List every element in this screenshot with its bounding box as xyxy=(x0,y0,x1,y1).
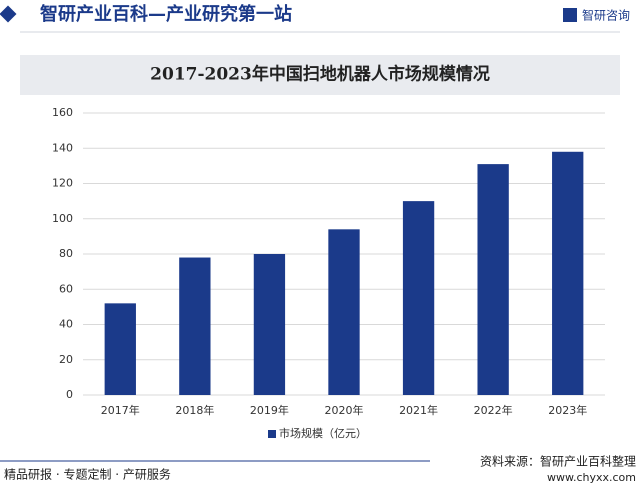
bar xyxy=(179,257,211,395)
bar xyxy=(253,254,286,395)
header-title: 智研产业百科—产业研究第一站 xyxy=(40,3,292,25)
y-tick-label: 20 xyxy=(59,353,73,366)
header-logo: 智研咨询 xyxy=(582,8,630,23)
x-tick-label: 2019年 xyxy=(250,403,289,417)
y-tick-label: 60 xyxy=(59,282,73,295)
bar xyxy=(552,151,584,395)
legend-label: 市场规模（亿元） xyxy=(279,426,367,440)
y-tick-label: 40 xyxy=(59,318,73,331)
x-tick-label: 2020年 xyxy=(325,403,364,417)
y-tick-label: 140 xyxy=(52,141,73,154)
y-tick-label: 100 xyxy=(52,212,73,225)
x-tick-label: 2021年 xyxy=(399,403,438,417)
chart-title: 2017-2023年中国扫地机器人市场规模情况 xyxy=(150,64,490,85)
bar xyxy=(477,164,509,395)
y-tick-label: 120 xyxy=(52,177,73,190)
y-tick-label: 80 xyxy=(59,247,73,260)
y-tick-label: 160 xyxy=(52,106,73,119)
title-box xyxy=(20,55,620,95)
header-icon xyxy=(0,5,17,23)
x-tick-label: 2018年 xyxy=(175,403,214,417)
x-tick-label: 2022年 xyxy=(474,403,513,417)
footer-source: 资料来源：智研产业百科整理 xyxy=(480,454,636,469)
legend-swatch xyxy=(268,430,276,438)
footer-left: 精品研报 · 专题定制 · 产研服务 xyxy=(4,467,171,482)
x-tick-label: 2023年 xyxy=(548,403,587,417)
footer-url: www.chyxx.com xyxy=(547,471,636,484)
x-tick-label: 2017年 xyxy=(101,403,140,417)
bar xyxy=(402,201,435,395)
bar xyxy=(328,229,360,395)
y-tick-label: 0 xyxy=(66,388,73,401)
logo-icon xyxy=(563,8,577,22)
bar xyxy=(104,303,136,395)
